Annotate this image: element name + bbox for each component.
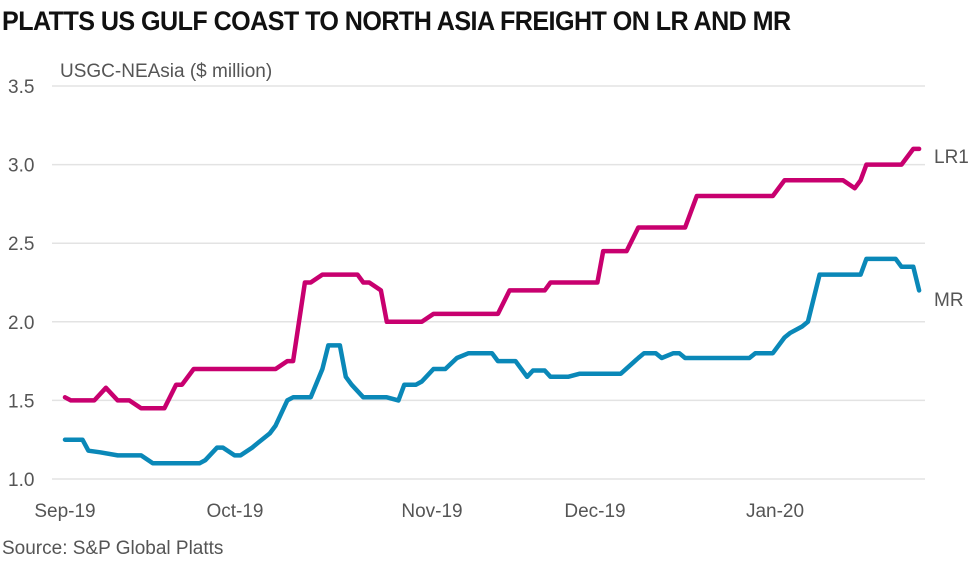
x-axis-ticks: Sep-19 Oct-19 Nov-19 Dec-19 Jan-20: [34, 501, 804, 522]
x-tick-label: Oct-19: [206, 501, 263, 522]
x-tick-label: Sep-19: [34, 501, 95, 522]
series-labels: LR1 MR: [934, 147, 969, 311]
y-tick-label: 2.0: [8, 313, 34, 334]
chart-title: PLATTS US GULF COAST TO NORTH ASIA FREIG…: [2, 6, 791, 36]
y-axis-ticks: 1.0 1.5 2.0 2.5 3.0 3.5: [8, 77, 34, 491]
series-lines: [62, 146, 922, 466]
series-label-mr: MR: [934, 290, 964, 311]
y-tick-label: 2.5: [8, 234, 34, 255]
series-line-mr: [62, 256, 922, 466]
x-tick-label: Nov-19: [401, 501, 462, 522]
gridlines: [52, 85, 925, 480]
source-note: Source: S&P Global Platts: [2, 538, 224, 559]
x-tick-label: Dec-19: [564, 501, 625, 522]
y-tick-label: 1.5: [8, 391, 34, 412]
x-tick-label: Jan-20: [746, 501, 804, 522]
y-tick-label: 1.0: [8, 470, 34, 491]
y-tick-label: 3.5: [8, 77, 34, 98]
series-line-lr1: [62, 146, 922, 411]
y-tick-label: 3.0: [8, 156, 34, 177]
series-label-lr1: LR1: [934, 147, 969, 168]
y-axis-label: USGC-NEAsia ($ million): [60, 61, 272, 82]
